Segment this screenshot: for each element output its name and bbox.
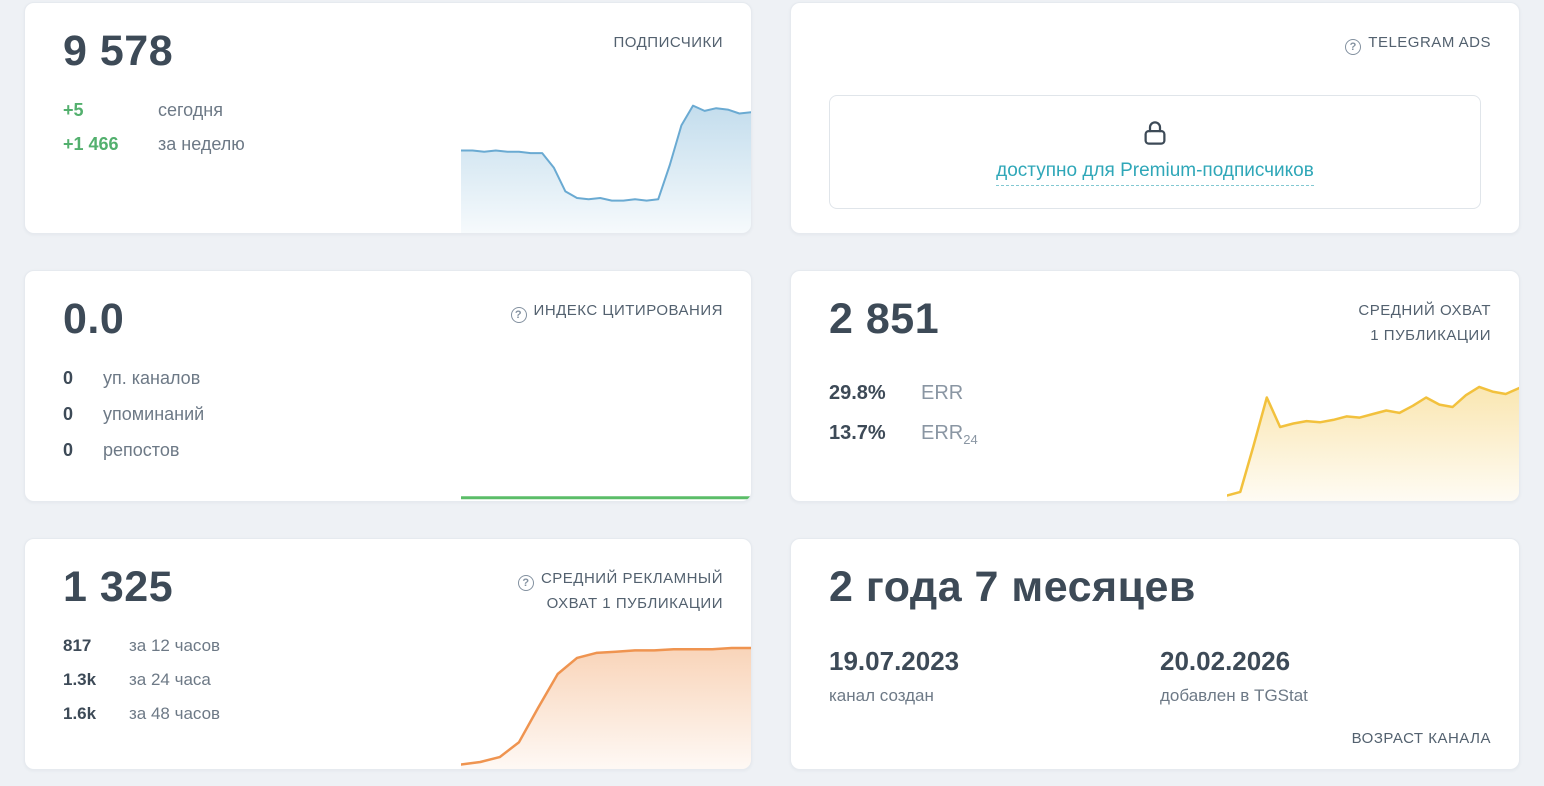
stat-row: 0 репостов: [63, 440, 723, 461]
premium-locked-panel: доступно для Premium-подписчиков: [829, 95, 1481, 209]
avg-reach-title-line1: СРЕДНИЙ ОХВАТ: [1358, 302, 1491, 319]
premium-subscribers-link[interactable]: доступно для Premium-подписчиков: [996, 160, 1314, 186]
stats-grid: ПОДПИСЧИКИ 9 578 +5 сегодня +1 466 за не…: [24, 2, 1520, 770]
stat-row: 817 за 12 часов: [63, 636, 723, 656]
avg-ad-reach-sparkline: [461, 641, 751, 769]
stat-row: 13.7% ERR24: [829, 422, 1491, 447]
citation-rows: 0 уп. каналов 0 упоминаний 0 репостов: [63, 368, 723, 461]
reposts-label: репостов: [103, 440, 180, 461]
reach-48h-value: 1.6k: [63, 704, 97, 724]
growth-today-label: сегодня: [158, 100, 223, 121]
created-date-value: 19.07.2023: [829, 646, 960, 677]
err-label: ERR: [921, 382, 963, 407]
avg-ad-reach-title-line2: ОХВАТ 1 ПУБЛИКАЦИИ: [546, 594, 723, 612]
subscribers-card: ПОДПИСЧИКИ 9 578 +5 сегодня +1 466 за не…: [24, 2, 752, 234]
avg-ad-reach-title-line1-text: СРЕДНИЙ РЕКЛАМНЫЙ: [540, 570, 723, 587]
stat-row: 1.3k за 24 часа: [63, 670, 723, 690]
growth-week-label: за неделю: [158, 134, 245, 155]
added-date-value: 20.02.2026: [1160, 646, 1291, 677]
telegram-ads-title-text: TELEGRAM ADS: [1368, 34, 1491, 51]
stat-row: 1.6k за 48 часов: [63, 704, 723, 724]
added-date-label: добавлен в TGStat: [1160, 686, 1308, 706]
avg-reach-card-title: СРЕДНИЙ ОХВАТ 1 ПУБЛИКАЦИИ: [1358, 299, 1491, 349]
subscribers-sparkline: [461, 97, 751, 233]
avg-ad-reach-title-line1: ? СРЕДНИЙ РЕКЛАМНЫЙ: [517, 567, 723, 592]
err24-label-text: ERR: [921, 422, 964, 445]
avg-reach-value: 2 851: [829, 295, 940, 343]
citation-index-title-text: ИНДЕКС ЦИТИРОВАНИЯ: [533, 302, 723, 319]
telegram-ads-card: ? TELEGRAM ADS доступно для Premium-подпи…: [790, 2, 1520, 234]
citation-index-card-title: ? ИНДЕКС ЦИТИРОВАНИЯ: [510, 299, 723, 324]
created-date-label: канал создан: [829, 686, 934, 706]
avg-reach-title-line2: 1 ПУБЛИКАЦИИ: [1370, 326, 1491, 344]
citation-index-value: 0.0: [63, 295, 125, 343]
channel-age-footer-label: ВОЗРАСТ КАНАЛА: [1351, 730, 1491, 747]
stat-row: 0 уп. каналов: [63, 368, 723, 389]
channel-age-card: 2 года 7 месяцев 19.07.2023 канал создан…: [790, 538, 1520, 770]
reposts-value: 0: [63, 440, 74, 461]
growth-today-value: +5: [63, 100, 84, 121]
subscribers-count: 9 578: [63, 27, 174, 75]
citation-index-sparkline: [461, 485, 751, 501]
avg-reach-sparkline: [1227, 379, 1519, 501]
err24-label-sub: 24: [963, 432, 978, 448]
mentions-label: упоминаний: [103, 404, 205, 425]
channel-dates: 19.07.2023 канал создан 20.02.2026 добав…: [829, 646, 1491, 706]
subscribers-card-title: ПОДПИСЧИКИ: [613, 34, 723, 51]
err-value: 29.8%: [829, 382, 886, 405]
reach-12h-value: 817: [63, 636, 92, 656]
question-circle-icon[interactable]: ?: [1345, 39, 1362, 56]
err-rows: 29.8% ERR 13.7% ERR24: [829, 382, 1491, 447]
avg-reach-card: СРЕДНИЙ ОХВАТ 1 ПУБЛИКАЦИИ 2 851 29.8% E…: [790, 270, 1520, 502]
growth-week-value: +1 466: [63, 134, 119, 155]
reach-48h-label: за 48 часов: [129, 704, 221, 724]
mentioning-channels-value: 0: [63, 368, 74, 389]
err-label-text: ERR: [921, 382, 964, 405]
subscriber-growth-rows: +5 сегодня +1 466 за неделю: [63, 100, 723, 155]
avg-ad-reach-card: ? СРЕДНИЙ РЕКЛАМНЫЙ ОХВАТ 1 ПУБЛИКАЦИИ 1 …: [24, 538, 752, 770]
citation-index-card: ? ИНДЕКС ЦИТИРОВАНИЯ 0.0 0 уп. каналов 0 …: [24, 270, 752, 502]
question-circle-icon[interactable]: ?: [510, 307, 527, 324]
created-date-block: 19.07.2023 канал создан: [829, 646, 1160, 706]
telegram-ads-card-title: ? TELEGRAM ADS: [1345, 31, 1491, 56]
question-circle-icon[interactable]: ?: [517, 575, 534, 592]
stat-row: 29.8% ERR: [829, 382, 1491, 407]
avg-ad-reach-value: 1 325: [63, 563, 174, 611]
err24-label: ERR24: [921, 422, 978, 447]
stat-row: +5 сегодня: [63, 100, 723, 121]
err24-value: 13.7%: [829, 422, 886, 445]
reach-24h-value: 1.3k: [63, 670, 97, 690]
reach-12h-label: за 12 часов: [129, 636, 221, 656]
mentioning-channels-label: уп. каналов: [103, 368, 201, 389]
avg-ad-reach-card-title: ? СРЕДНИЙ РЕКЛАМНЫЙ ОХВАТ 1 ПУБЛИКАЦИИ: [517, 567, 723, 617]
mentions-value: 0: [63, 404, 74, 425]
ad-reach-rows: 817 за 12 часов 1.3k за 24 часа 1.6k за …: [63, 636, 723, 724]
stat-row: +1 466 за неделю: [63, 134, 723, 155]
stat-row: 0 упоминаний: [63, 404, 723, 425]
reach-24h-label: за 24 часа: [129, 670, 211, 690]
added-date-block: 20.02.2026 добавлен в TGStat: [1160, 646, 1491, 706]
lock-icon: [1140, 118, 1170, 148]
channel-age-value: 2 года 7 месяцев: [829, 563, 1196, 611]
